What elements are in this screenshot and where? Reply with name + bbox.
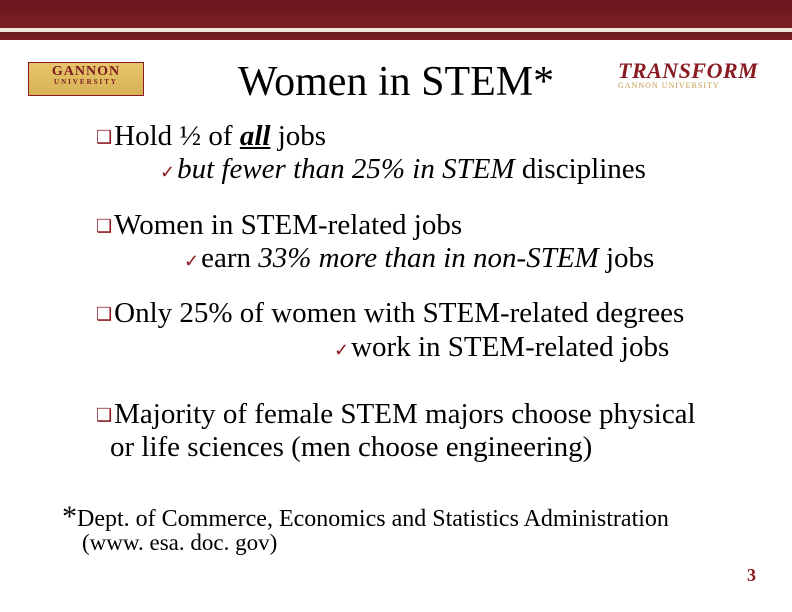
b1-sub-trail: disciplines <box>515 153 646 185</box>
b4-line1: Majority of female STEM majors choose ph… <box>114 398 695 430</box>
b3-main: Only 25% of women with STEM-related degr… <box>114 297 684 329</box>
square-bullet-icon: ❑ <box>96 216 112 236</box>
b1-sub-italic: but fewer than 25% in STEM <box>177 153 515 185</box>
slide-title: Women in STEM* <box>0 58 792 106</box>
square-bullet-icon: ❑ <box>96 405 112 425</box>
b3-sub: work in STEM-related jobs <box>351 331 669 363</box>
b2-sub-lead: earn <box>201 242 258 274</box>
title-asterisk: * <box>533 59 554 105</box>
check-bullet-icon: ✓ <box>184 251 199 271</box>
footnote-text: Dept. of Commerce, Economics and Statist… <box>77 506 669 532</box>
content-area: ❑Hold ½ of all jobs ✓but fewer than 25% … <box>96 120 762 471</box>
square-bullet-icon: ❑ <box>96 304 112 324</box>
footnote-url: (www. esa. doc. gov) <box>82 530 277 556</box>
check-bullet-icon: ✓ <box>334 340 349 360</box>
square-bullet-icon: ❑ <box>96 127 112 147</box>
b2-sub-trail: jobs <box>599 242 655 274</box>
check-bullet-icon: ✓ <box>160 162 175 182</box>
footnote: *Dept. of Commerce, Economics and Statis… <box>62 500 669 534</box>
b2-main: Women in STEM-related jobs <box>114 209 462 241</box>
slide: GANNON UNIVERSITY TRANSFORM GANNON UNIVE… <box>0 0 792 612</box>
bullet-3: ❑Only 25% of women with STEM-related deg… <box>96 297 762 364</box>
b2-sub-italic: 33% more than in non-STEM <box>258 242 598 274</box>
top-decorative-band <box>0 0 792 42</box>
page-number: 3 <box>747 565 756 586</box>
bullet-2: ❑Women in STEM-related jobs ✓earn 33% mo… <box>96 209 762 276</box>
bullet-4: ❑Majority of female STEM majors choose p… <box>96 398 762 465</box>
footnote-star: * <box>62 500 77 533</box>
b1-trail: jobs <box>270 120 326 152</box>
b1-lead: Hold ½ of <box>114 120 240 152</box>
bullet-1: ❑Hold ½ of all jobs ✓but fewer than 25% … <box>96 120 762 187</box>
title-text: Women in STEM <box>238 59 533 105</box>
b1-underline: all <box>240 120 271 152</box>
b4-line2: or life sciences (men choose engineering… <box>110 431 592 463</box>
